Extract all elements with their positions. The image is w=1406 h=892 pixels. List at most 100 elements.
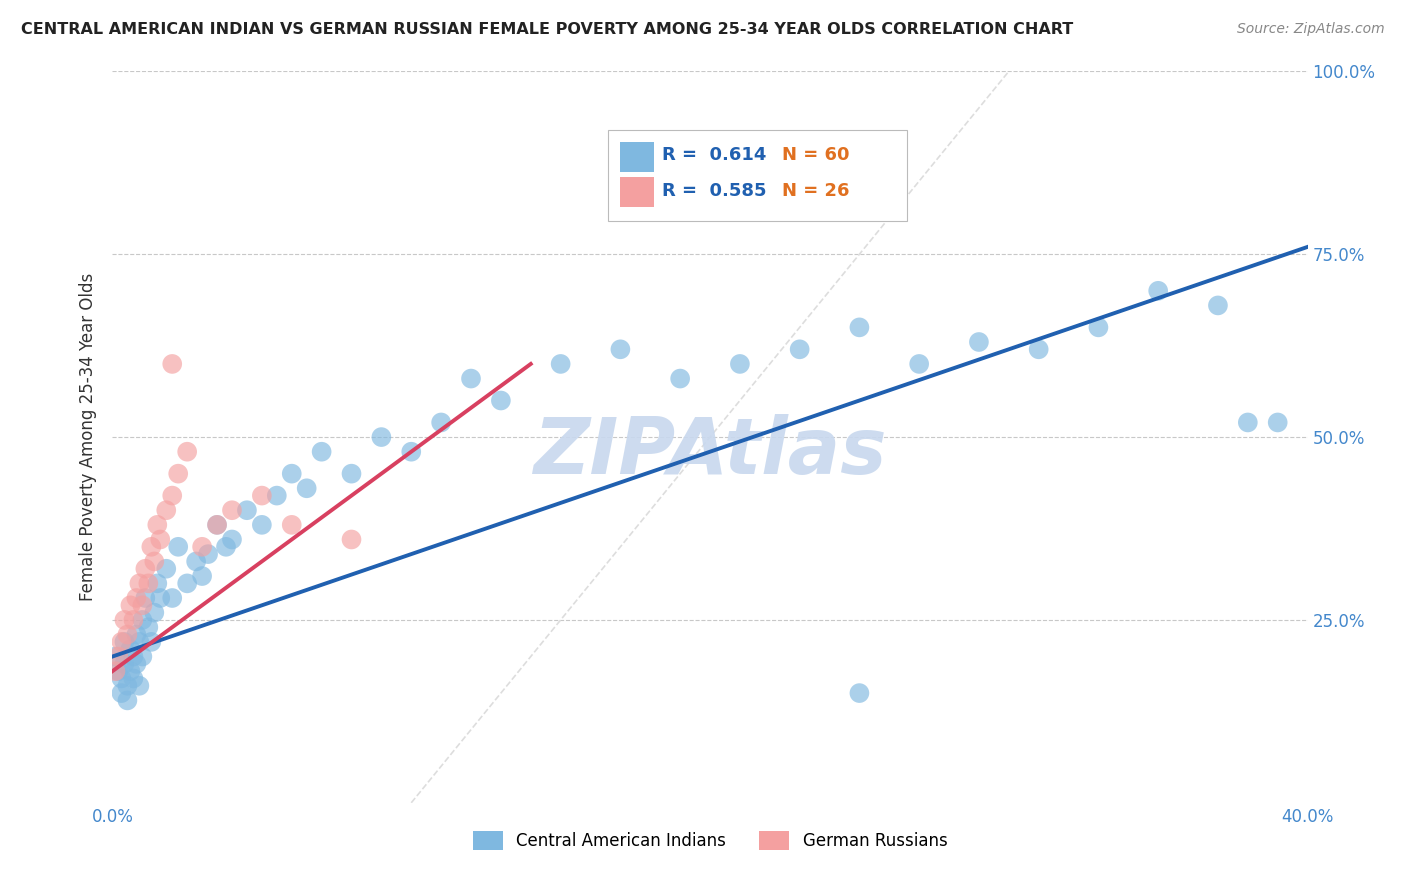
Point bbox=[1028, 343, 1050, 357]
Point bbox=[669, 371, 692, 385]
Point bbox=[122, 672, 145, 686]
Point bbox=[221, 503, 243, 517]
Text: CENTRAL AMERICAN INDIAN VS GERMAN RUSSIAN FEMALE POVERTY AMONG 25-34 YEAR OLDS C: CENTRAL AMERICAN INDIAN VS GERMAN RUSSIA… bbox=[21, 22, 1073, 37]
Point bbox=[114, 635, 135, 649]
Point bbox=[114, 613, 135, 627]
Point bbox=[107, 664, 129, 678]
Point bbox=[162, 357, 183, 371]
Point bbox=[128, 576, 150, 591]
Point bbox=[340, 467, 363, 481]
Point bbox=[250, 489, 273, 503]
Point bbox=[155, 562, 177, 576]
FancyBboxPatch shape bbox=[620, 143, 654, 171]
Point bbox=[191, 540, 214, 554]
Point bbox=[167, 540, 190, 554]
Point bbox=[146, 576, 169, 591]
Point bbox=[848, 686, 870, 700]
Point bbox=[176, 444, 198, 458]
Point bbox=[134, 591, 156, 605]
Point bbox=[489, 393, 512, 408]
Point bbox=[250, 517, 273, 532]
Point bbox=[104, 649, 127, 664]
Point bbox=[122, 649, 145, 664]
Point bbox=[789, 343, 811, 357]
Point bbox=[550, 357, 572, 371]
Text: ZIPAtlas: ZIPAtlas bbox=[533, 414, 887, 490]
Point bbox=[149, 591, 172, 605]
Point bbox=[138, 576, 160, 591]
FancyBboxPatch shape bbox=[609, 130, 907, 221]
Point bbox=[141, 635, 163, 649]
Point bbox=[162, 489, 183, 503]
Point bbox=[110, 635, 132, 649]
Point bbox=[107, 649, 129, 664]
Point bbox=[430, 416, 453, 430]
Point bbox=[908, 357, 931, 371]
Point bbox=[117, 693, 139, 707]
Point bbox=[128, 635, 150, 649]
Point bbox=[110, 686, 132, 700]
Legend: Central American Indians, German Russians: Central American Indians, German Russian… bbox=[465, 824, 955, 856]
Point bbox=[266, 489, 288, 503]
Point bbox=[122, 613, 145, 627]
Point bbox=[114, 657, 135, 671]
Point bbox=[110, 672, 132, 686]
Text: R =  0.614: R = 0.614 bbox=[662, 146, 766, 164]
Point bbox=[236, 503, 259, 517]
Point bbox=[134, 562, 156, 576]
Point bbox=[128, 679, 150, 693]
Point bbox=[340, 533, 363, 547]
Point bbox=[117, 627, 139, 641]
Point bbox=[149, 533, 172, 547]
Point bbox=[848, 320, 870, 334]
Point bbox=[162, 591, 183, 605]
Point bbox=[789, 174, 811, 188]
Point bbox=[131, 649, 153, 664]
Point bbox=[131, 599, 153, 613]
Text: R =  0.585: R = 0.585 bbox=[662, 182, 766, 200]
Point bbox=[295, 481, 318, 495]
Point bbox=[609, 343, 631, 357]
Point bbox=[205, 517, 228, 532]
Point bbox=[141, 540, 163, 554]
Point bbox=[460, 371, 482, 385]
Point bbox=[370, 430, 392, 444]
Y-axis label: Female Poverty Among 25-34 Year Olds: Female Poverty Among 25-34 Year Olds bbox=[79, 273, 97, 601]
FancyBboxPatch shape bbox=[620, 178, 654, 207]
Point bbox=[143, 606, 166, 620]
Point bbox=[311, 444, 333, 458]
Point bbox=[215, 540, 238, 554]
Point bbox=[143, 554, 166, 568]
Point bbox=[1206, 298, 1229, 312]
Point bbox=[205, 517, 228, 532]
Text: N = 26: N = 26 bbox=[782, 182, 849, 200]
Point bbox=[120, 642, 142, 657]
Point bbox=[167, 467, 190, 481]
Point bbox=[197, 547, 219, 561]
Point bbox=[186, 554, 208, 568]
Point bbox=[1267, 416, 1289, 430]
Point bbox=[401, 444, 423, 458]
Point bbox=[125, 591, 148, 605]
Point bbox=[138, 620, 160, 634]
Point bbox=[131, 613, 153, 627]
Point bbox=[1147, 284, 1170, 298]
Point bbox=[191, 569, 214, 583]
Point bbox=[967, 334, 990, 349]
Text: N = 60: N = 60 bbox=[782, 146, 849, 164]
Point bbox=[125, 657, 148, 671]
Point bbox=[117, 679, 139, 693]
Point bbox=[120, 664, 142, 678]
Point bbox=[1087, 320, 1109, 334]
Point bbox=[728, 357, 751, 371]
Point bbox=[155, 503, 177, 517]
Point bbox=[125, 627, 148, 641]
Point bbox=[281, 517, 304, 532]
Point bbox=[120, 599, 142, 613]
Text: Source: ZipAtlas.com: Source: ZipAtlas.com bbox=[1237, 22, 1385, 37]
Point bbox=[221, 533, 243, 547]
Point bbox=[176, 576, 198, 591]
Point bbox=[104, 664, 127, 678]
Point bbox=[281, 467, 304, 481]
Point bbox=[146, 517, 169, 532]
